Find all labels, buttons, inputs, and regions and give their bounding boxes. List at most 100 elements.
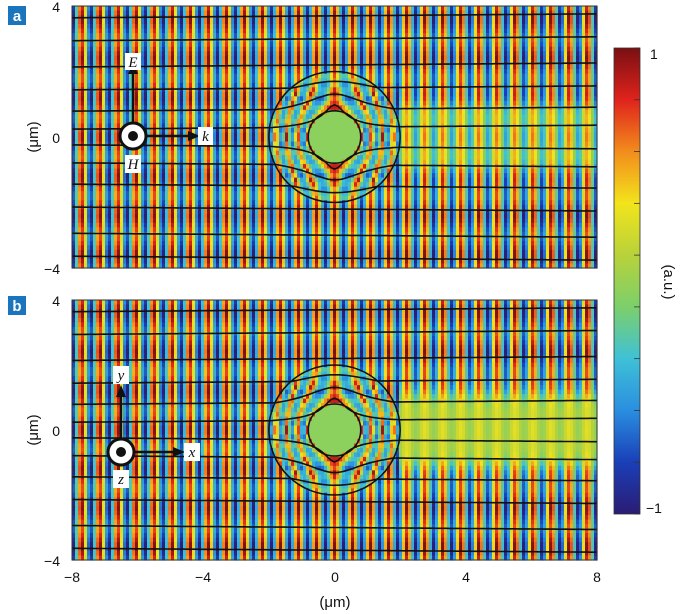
field-cell xyxy=(111,78,115,84)
field-cell xyxy=(387,15,391,21)
field-cell xyxy=(411,33,415,39)
field-cell xyxy=(441,69,445,75)
field-cell xyxy=(162,33,166,39)
field-cell xyxy=(147,24,151,30)
field-cell xyxy=(432,87,436,93)
field-cell xyxy=(150,100,154,106)
field-cell xyxy=(72,10,76,16)
field-cell xyxy=(549,100,553,106)
field-cell xyxy=(321,73,325,79)
field-cell xyxy=(231,87,235,93)
field-cell xyxy=(432,114,436,120)
field-cell xyxy=(474,33,478,39)
field-cell xyxy=(249,114,253,120)
field-cell xyxy=(537,55,541,61)
field-cell xyxy=(495,33,499,39)
field-cell xyxy=(351,69,355,75)
field-cell xyxy=(549,78,553,84)
field-cell xyxy=(582,24,586,30)
field-cell xyxy=(285,42,289,48)
field-cell xyxy=(126,19,130,25)
field-cell xyxy=(216,114,220,120)
field-cell xyxy=(237,19,241,25)
field-cell xyxy=(342,15,346,21)
field-cell xyxy=(207,82,211,88)
field-cell xyxy=(528,69,532,75)
field-cell xyxy=(540,46,544,52)
field-cell xyxy=(249,10,253,16)
field-cell xyxy=(564,28,568,34)
field-cell xyxy=(171,78,175,84)
field-cell xyxy=(534,51,538,57)
field-cell xyxy=(180,60,184,66)
field-cell xyxy=(585,42,589,48)
field-cell xyxy=(474,64,478,70)
field-cell xyxy=(135,82,139,88)
field-cell xyxy=(570,100,574,106)
field-cell xyxy=(177,24,181,30)
field-cell xyxy=(483,24,487,30)
field-cell xyxy=(165,109,169,116)
field-cell xyxy=(240,78,244,84)
field-cell xyxy=(114,6,118,12)
field-cell xyxy=(141,105,145,111)
field-cell xyxy=(483,69,487,75)
field-cell xyxy=(378,69,382,75)
field-cell xyxy=(480,109,484,116)
field-cell xyxy=(504,73,508,79)
field-cell xyxy=(198,64,202,70)
field-cell xyxy=(141,28,145,34)
field-cell xyxy=(507,15,511,21)
field-cell xyxy=(402,46,406,52)
field-cell xyxy=(213,91,217,97)
field-cell xyxy=(417,33,421,39)
field-cell xyxy=(222,73,226,79)
field-cell xyxy=(489,33,493,39)
field-cell xyxy=(426,73,430,79)
field-cell xyxy=(336,114,340,120)
field-cell xyxy=(399,42,403,48)
field-cell xyxy=(525,100,529,106)
field-cell xyxy=(156,82,160,88)
field-cell xyxy=(489,46,493,52)
field-cell xyxy=(411,51,415,57)
field-cell xyxy=(111,91,115,97)
field-cell xyxy=(153,91,157,97)
field-cell xyxy=(201,82,205,88)
field-cell xyxy=(285,78,289,84)
field-cell xyxy=(117,33,121,39)
field-cell xyxy=(282,37,286,43)
field-cell xyxy=(501,91,505,97)
field-cell xyxy=(531,87,535,93)
field-cell xyxy=(441,37,445,43)
field-cell xyxy=(594,33,598,39)
field-cell xyxy=(567,91,571,97)
field-cell xyxy=(300,15,304,21)
field-cell xyxy=(489,55,493,61)
field-cell xyxy=(210,55,214,61)
field-cell xyxy=(459,96,463,102)
field-cell xyxy=(585,24,589,30)
field-cell xyxy=(207,42,211,48)
field-cell xyxy=(84,28,88,34)
field-cell xyxy=(549,46,553,52)
field-cell xyxy=(360,82,364,88)
field-cell xyxy=(336,109,340,116)
field-cell xyxy=(219,28,223,34)
field-cell xyxy=(417,60,421,66)
field-cell xyxy=(549,28,553,34)
field-cell xyxy=(111,96,115,102)
field-cell xyxy=(516,55,520,61)
field-cell xyxy=(258,114,262,120)
field-cell xyxy=(537,42,541,48)
field-cell xyxy=(324,105,328,111)
field-cell xyxy=(75,114,79,120)
field-cell xyxy=(273,15,277,21)
field-cell xyxy=(186,19,190,25)
field-cell xyxy=(357,24,361,30)
field-cell xyxy=(216,46,220,52)
field-cell xyxy=(375,24,379,30)
field-cell xyxy=(468,24,472,30)
field-cell xyxy=(585,33,589,39)
field-cell xyxy=(426,33,430,39)
